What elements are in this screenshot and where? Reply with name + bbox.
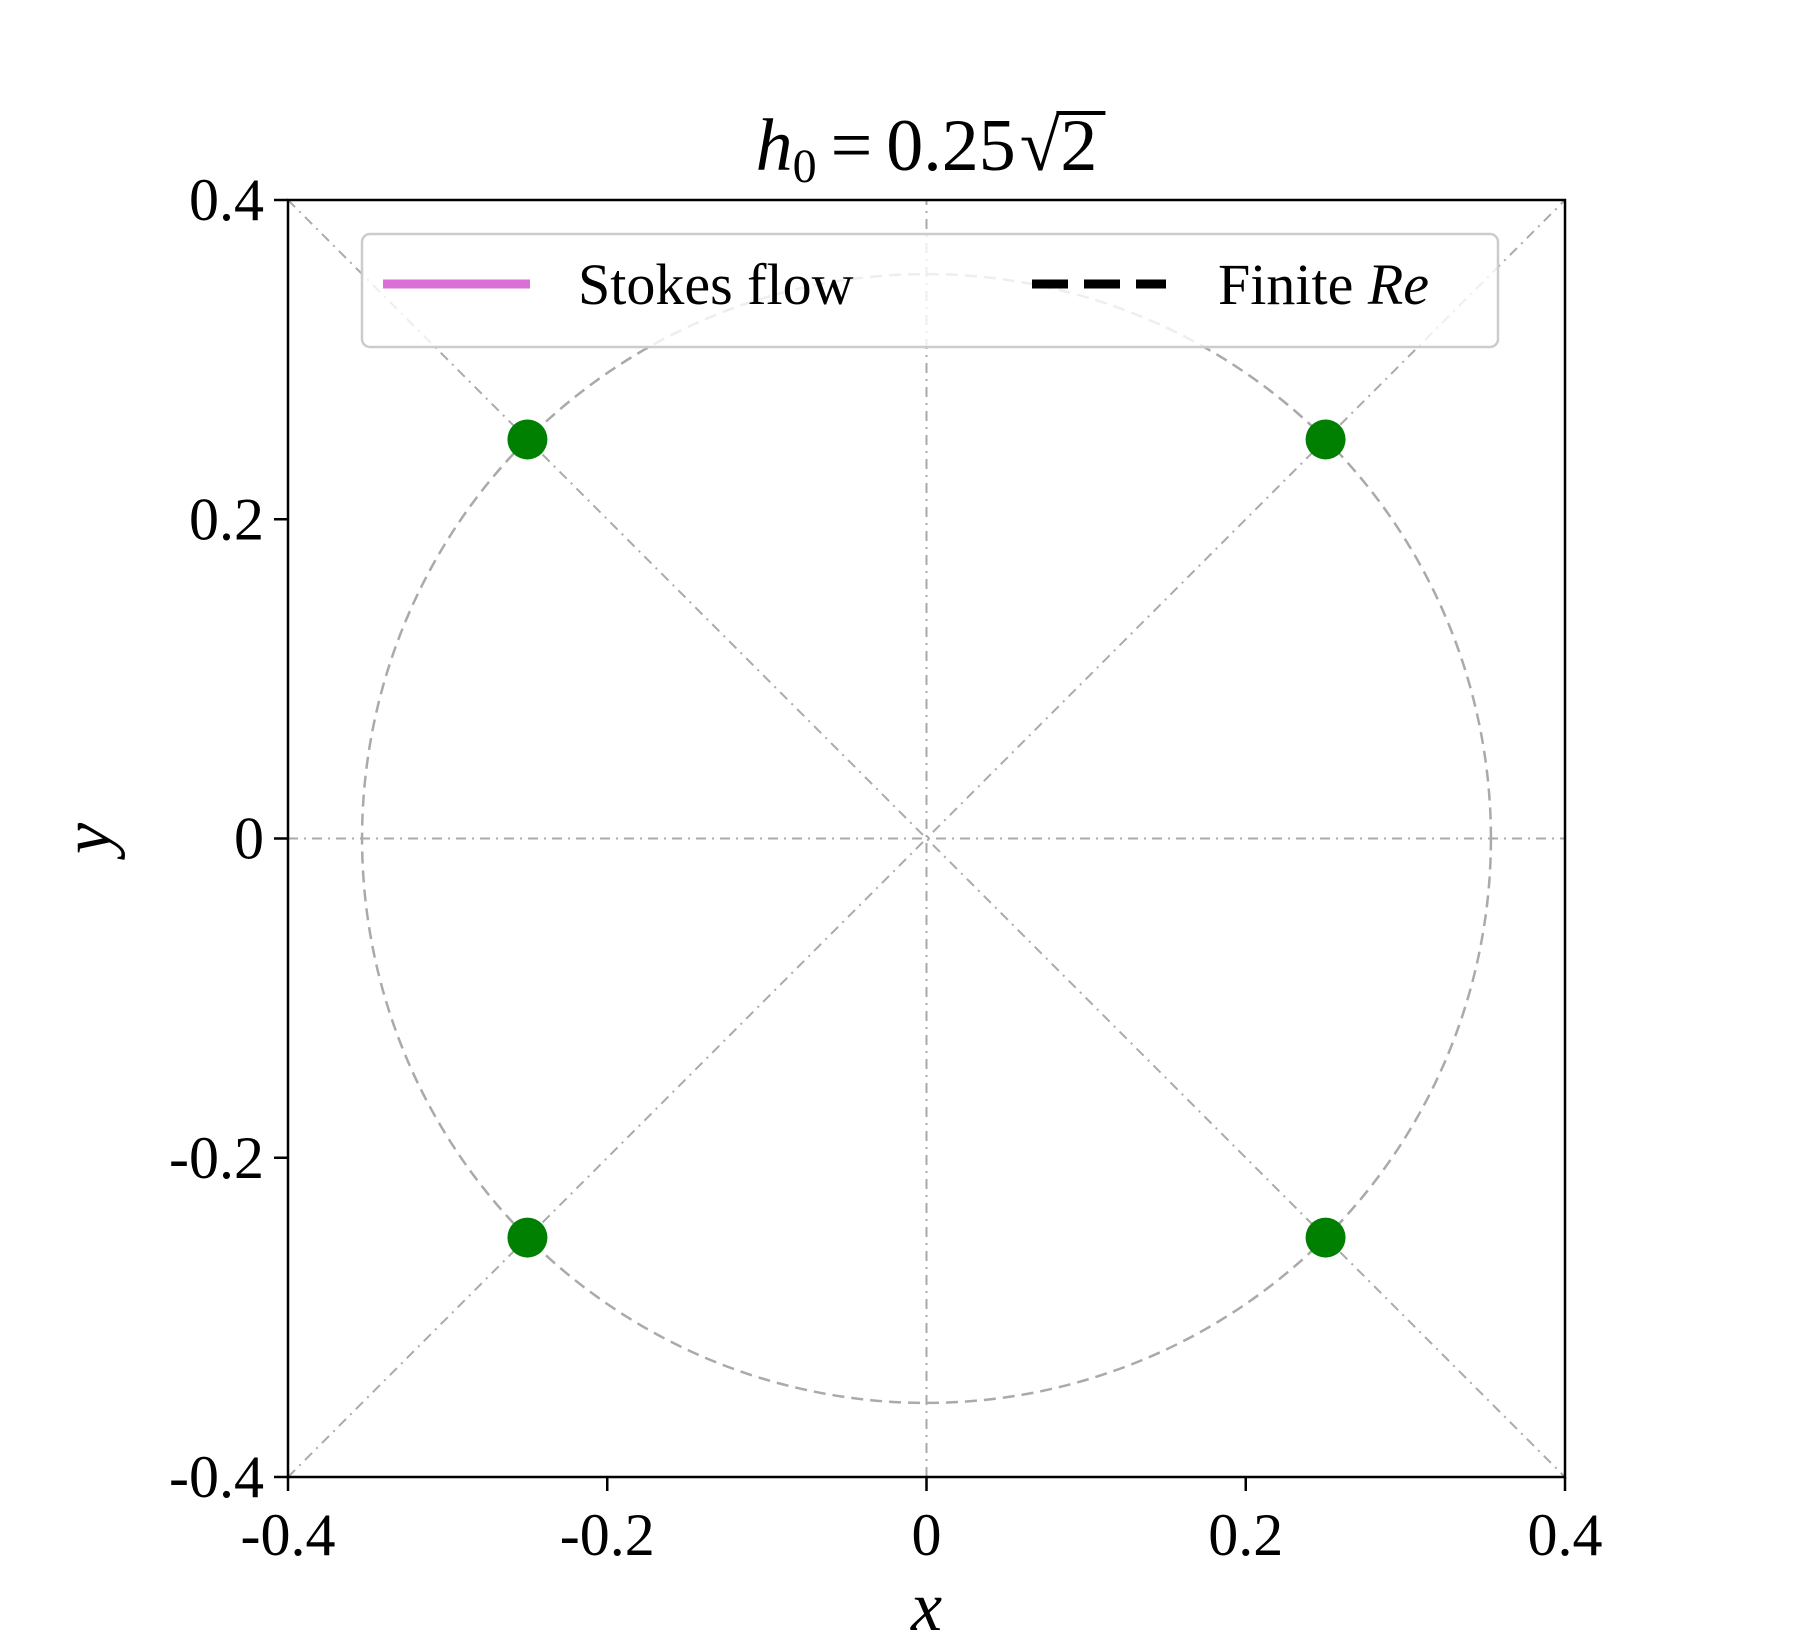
y-tick-label-0: -0.4 [169,1444,264,1510]
title-radicand: 2 [1060,105,1097,187]
chart-title: h0 = 0.25√2 [756,105,1098,193]
x-tick-label-3: 0.2 [1208,1502,1283,1568]
legend-label-re: Re [1367,252,1429,317]
legend-label-finite-re: Finite Re [1218,252,1429,317]
reference-circle [360,272,1493,1405]
x-tick-label-0: -0.4 [241,1502,336,1568]
legend-label-stokes-flow: Stokes flow [578,252,854,317]
x-tick-label-4: 0.4 [1528,1502,1603,1568]
title-symbol: h [756,105,793,187]
legend-label-finite-prefix: Finite [1218,252,1368,317]
legend-box [360,232,1500,349]
data-point-0 [507,419,548,460]
title-subscript: 0 [793,140,817,193]
x-tick-label-1: -0.2 [560,1502,655,1568]
ticks-layer: -0.4 -0.2 0 0.2 0.4 -0.4 -0.2 0 0.2 0.4 [169,167,1602,1568]
y-tick-label-2: 0 [234,806,264,872]
x-tick-label-2: 0 [912,1502,942,1568]
data-point-3 [1305,1217,1346,1258]
title-coefficient: 0.25 [886,105,1016,187]
y-tick-label-4: 0.4 [189,167,264,233]
y-tick-label-3: 0.2 [189,486,264,552]
reference-line-3 [287,199,1566,1478]
legend: Stokes flow Finite Re [360,232,1500,349]
title-radical-sign: √ [1020,105,1061,187]
y-tick-label-1: -0.2 [169,1125,264,1191]
title-equals: = [831,105,873,187]
reference-line-2 [287,199,1566,1478]
x-axis-label: x [910,1569,942,1646]
data-point-2 [507,1217,548,1258]
data-point-1 [1305,419,1346,460]
reference-layer [287,199,1566,1478]
y-axis-label: y [49,822,126,860]
points-layer [507,419,1346,1258]
